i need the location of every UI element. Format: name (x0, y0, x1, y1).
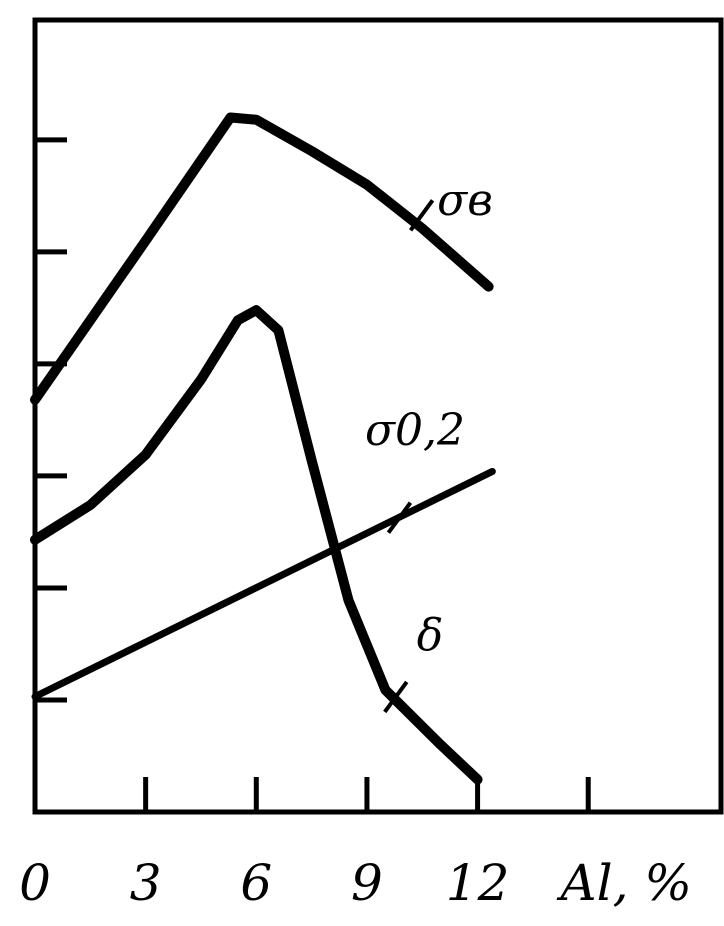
x-tick-label: 6 (240, 854, 272, 912)
label-leader (386, 501, 413, 534)
x-tick-label: 12 (446, 854, 510, 912)
x-tick-label: 0 (19, 854, 51, 912)
x-axis-label: Al, % (557, 854, 692, 912)
series-label: δ (417, 610, 444, 661)
series-line (30, 112, 494, 405)
series-label: σв (437, 175, 493, 226)
label-leader (408, 199, 435, 232)
series-line (31, 467, 496, 701)
x-tick-label: 9 (351, 854, 383, 912)
series-label: σ0,2 (365, 405, 465, 456)
x-tick-label: 3 (130, 854, 162, 912)
label-leader (383, 680, 409, 714)
series-line (30, 305, 483, 785)
plot-frame (32, 17, 724, 815)
